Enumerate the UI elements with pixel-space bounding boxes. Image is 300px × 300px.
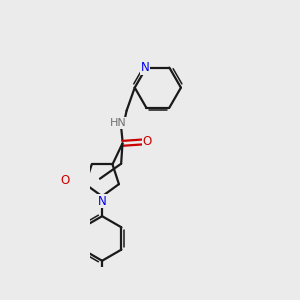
Text: O: O [143, 136, 152, 148]
Text: O: O [60, 174, 70, 187]
Text: N: N [140, 61, 149, 74]
Text: N: N [98, 195, 106, 208]
Text: HN: HN [110, 118, 127, 128]
